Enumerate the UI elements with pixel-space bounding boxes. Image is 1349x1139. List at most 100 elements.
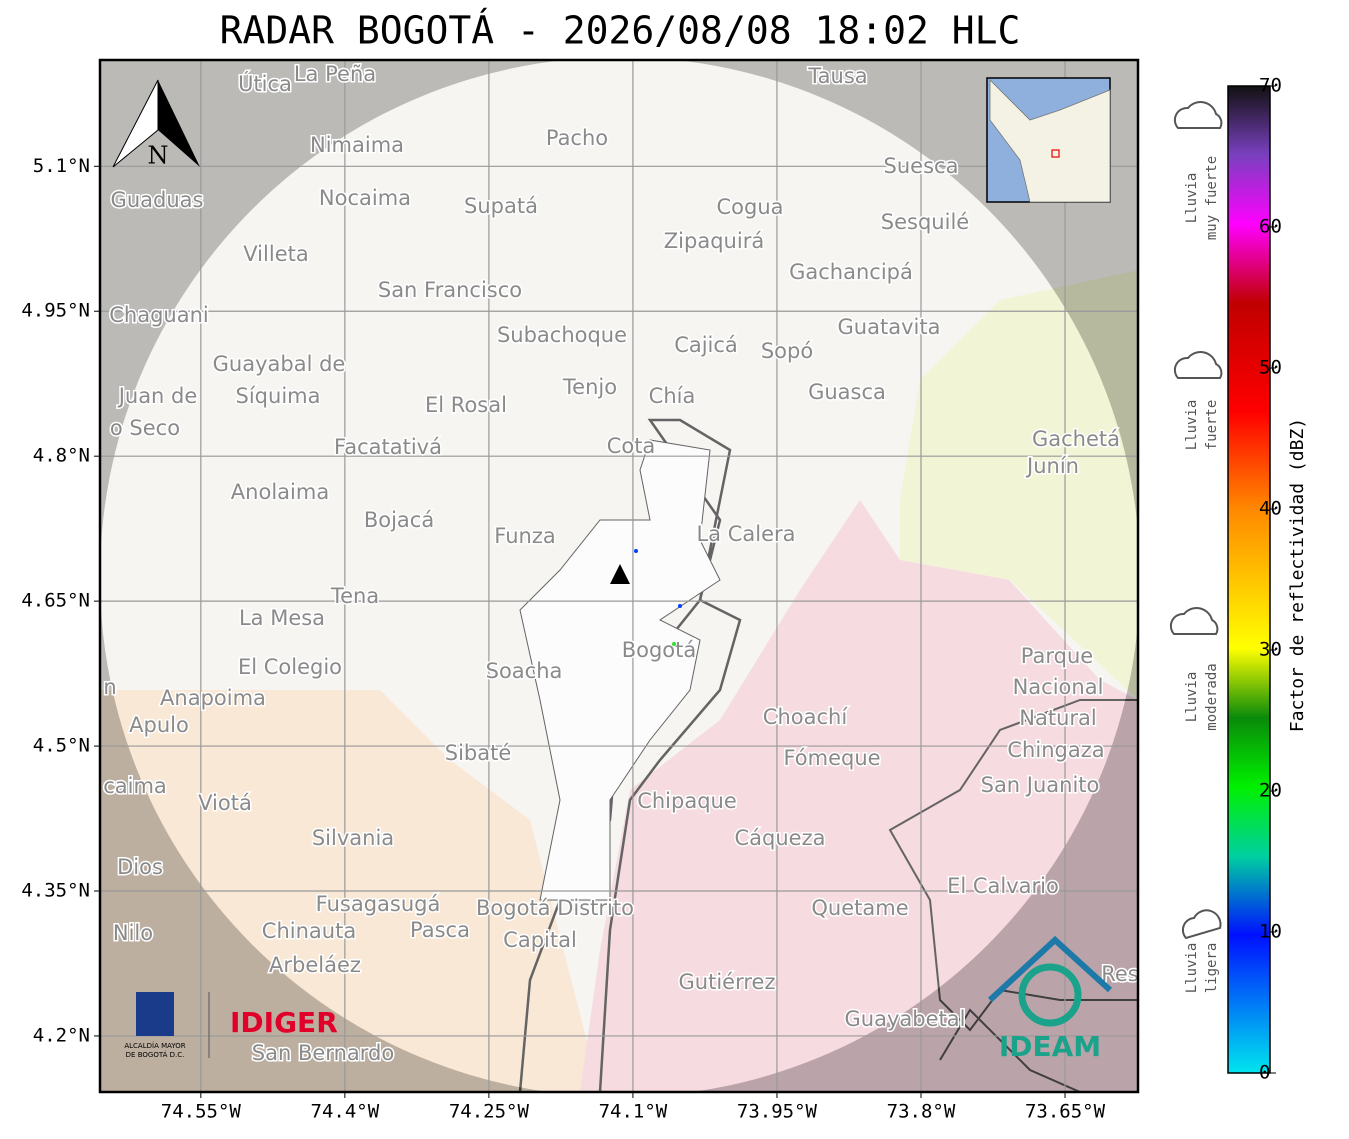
place-label: La Calera [696,522,795,546]
place-label: Cáqueza [735,826,826,850]
rain-label: moderada [1204,663,1220,730]
place-label: Bogotá [622,638,697,662]
place-label: Gachetá [1032,427,1120,451]
place-label: Tausa [807,64,867,88]
place-label: Útica [238,71,292,96]
x-tick-label: 73.8°W [887,1101,956,1123]
colorbar-tick-label: 20 [1259,780,1282,802]
x-tick-label: 73.95°W [737,1101,818,1123]
place-label: Cajicá [674,333,738,357]
place-label: Soacha [486,659,563,683]
x-tick-label: 74.55°W [161,1101,242,1123]
rain-label: fuerte [1204,400,1220,451]
place-label: Viotá [198,791,252,815]
rain-label: Lluvia [1184,400,1200,451]
place-label: Natural [1019,706,1096,730]
map-frame [98,58,1140,1094]
place-label: Guatavita [838,315,941,339]
place-label: Suesca [884,154,959,178]
place-label: Chinauta [262,919,356,943]
place-label: Choachí [763,705,849,729]
place-label: Gutiérrez [679,970,776,994]
colorbar-label: Factor de reflectividad (dBZ) [1287,418,1308,732]
place-label: Pacho [546,126,608,150]
place-label: Chingaza [1007,738,1104,762]
alcaldia-text: ALCALDÍA MAYOR [124,1041,185,1050]
place-label: Fusagasugá [316,892,441,916]
y-tick-label: 5.1°N [33,155,90,177]
place-label: caima [103,774,167,798]
place-label: Sopó [761,339,813,363]
north-label: N [148,142,169,170]
place-label: Res [1101,962,1139,986]
place-label: Chipaque [637,789,737,813]
rain-label: Lluvia [1184,672,1200,723]
place-label: Apulo [129,713,189,737]
place-label: La Mesa [239,606,325,630]
x-tick-label: 74.4°W [311,1101,380,1123]
y-tick-label: 4.65°N [21,590,90,612]
place-label: Guasca [808,380,886,404]
alcaldia-logo [136,992,174,1036]
boundary [888,699,1138,1092]
place-label: Nocaima [319,186,411,210]
place-label: Guaduas [111,188,204,212]
place-label: Bogotá Distrito [476,896,634,920]
north-arrow [158,80,200,167]
forest-area [900,270,1138,700]
ideam-text: IDEAM [999,1030,1101,1063]
place-label: Cogua [716,195,783,219]
echo [672,642,676,646]
y-tick-label: 4.35°N [21,880,90,902]
place-label: Capital [503,928,577,952]
place-label: San Francisco [378,278,522,302]
colorbar-tick-label: 60 [1259,216,1282,238]
place-label: Gachancipá [789,260,913,284]
colorbar-tick-label: 50 [1259,357,1282,379]
place-label: Arbeláez [269,953,361,977]
colorbar [1227,85,1271,1074]
place-label: Sesquilé [881,210,969,234]
y-tick-label: 4.8°N [33,445,90,467]
rain-label: muy fuerte [1204,156,1220,240]
place-label: Nacional [1013,675,1104,699]
inset-land [989,79,1111,203]
alcaldia-text: DE BOGOTÁ D.C. [126,1050,185,1059]
place-label: El Calvario [947,874,1059,898]
place-label: Fómeque [783,746,880,770]
place-label: Anolaima [231,480,329,504]
echo [678,604,682,608]
x-tick-label: 74.25°W [449,1101,530,1123]
rain-label: ligera [1204,943,1220,994]
place-label: Anapoima [160,686,266,710]
x-tick-label: 73.65°W [1025,1101,1106,1123]
place-label: San Bernardo [252,1041,394,1065]
place-label: Bojacá [364,508,434,532]
place-label: Juan de [117,384,198,408]
place-label: El Colegio [238,655,342,679]
place-label: Nilo [113,921,153,945]
place-label: Subachoque [497,323,627,347]
place-label: Silvania [312,826,394,850]
bogota-district [519,439,721,901]
colorbar-tick-label: 40 [1259,498,1282,520]
place-label: Zipaquirá [664,229,764,253]
place-label: Funza [494,524,555,548]
radar-site [610,564,630,584]
rain-label: Lluvia [1184,943,1200,994]
place-label: n [103,675,116,699]
place-label: Supatá [464,194,538,218]
y-tick-label: 4.5°N [33,735,90,757]
place-label: San Juanito [981,773,1100,797]
x-tick-label: 74.1°W [599,1101,668,1123]
place-label: o Seco [110,416,180,440]
place-label: Chaguani [109,303,209,327]
colorbar-tick-label: 0 [1259,1062,1270,1084]
rain-icons [1169,101,1223,940]
colorbar-tick-label: 70 [1259,75,1282,97]
place-label: Quetame [811,896,908,920]
place-label: Síquima [236,384,321,408]
place-label: Cota [607,434,656,458]
echo [634,549,638,553]
